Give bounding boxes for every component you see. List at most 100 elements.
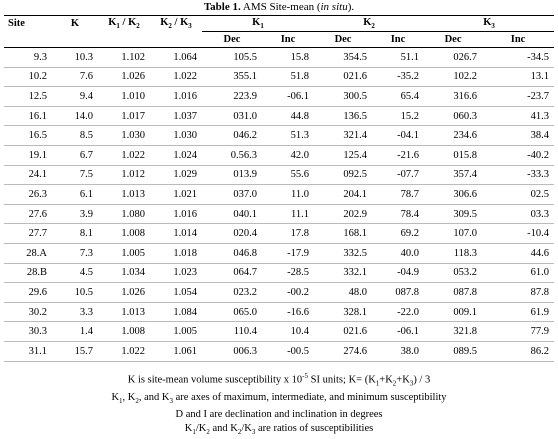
table-cell: 29.6 <box>4 282 52 303</box>
table-cell: 1.013 <box>98 184 150 205</box>
text-segment: 3 <box>491 22 495 31</box>
table-cell: 51.3 <box>262 125 315 146</box>
text-segment: K <box>363 16 372 28</box>
title-label: Table 1. <box>203 1 241 13</box>
text-segment: , K <box>122 391 136 403</box>
table-cell: 1.008 <box>98 223 150 244</box>
table-cell: 1.021 <box>150 184 202 205</box>
table-cell: 357.4 <box>424 165 483 186</box>
footnote-line: K is site-mean volume susceptibility x 1… <box>0 369 558 391</box>
table-cell: -33.3 <box>482 165 555 186</box>
table-cell: 9.3 <box>4 47 52 68</box>
table-cell: -35.2 <box>372 67 425 88</box>
table-cell: -10.4 <box>482 223 555 244</box>
table-cell: 013.9 <box>202 165 262 186</box>
table-cell: -23.7 <box>482 86 555 107</box>
data-table: Site K K1 / K2 K2 / K3 K1 K2 K3 Dec Inc De… <box>4 15 555 362</box>
table-cell: 17.8 <box>262 223 315 244</box>
table-cell: -04.9 <box>372 263 425 284</box>
table-cell: 332.1 <box>314 263 373 284</box>
text-segment: 1 <box>260 22 264 31</box>
text-segment: 1 <box>119 396 123 405</box>
table-cell: -17.9 <box>262 243 315 264</box>
text-segment: 3 <box>169 396 174 405</box>
table-row: 31.1 15.7 1.022 1.061 006.3 -00.5 274.6 38.0 089… <box>4 341 555 362</box>
text-segment: are ratios of susceptibilities <box>255 422 374 434</box>
text-segment: 1 <box>375 379 380 388</box>
table-cell: 16.1 <box>4 106 52 127</box>
table-cell: 40.0 <box>372 243 425 264</box>
table-cell: 12.5 <box>4 86 52 107</box>
table-cell: 13.1 <box>482 67 555 88</box>
table-cell: 1.024 <box>150 145 202 166</box>
header-cell: K1 / K2 <box>98 15 150 32</box>
text-segment: 2 <box>135 396 139 405</box>
title-text: AMS Site-mean ( <box>240 1 321 13</box>
table-cell: 309.5 <box>424 204 483 225</box>
footnote-line: D and I are declination and inclination … <box>0 408 558 422</box>
table-cell: 321.8 <box>424 321 483 342</box>
table-cell: 30.2 <box>4 302 52 323</box>
table-cell: 026.7 <box>424 47 483 68</box>
table-cell: 61.9 <box>482 302 555 323</box>
table-row: 16.5 8.5 1.030 1.030 046.2 51.3 321.4 -04.1 234.… <box>4 125 555 146</box>
table-cell: 321.4 <box>314 125 373 146</box>
table-cell: 44.8 <box>262 106 315 127</box>
text-segment: 2 <box>392 379 397 388</box>
text-segment: K <box>160 17 169 29</box>
text-segment: 3 <box>409 379 414 388</box>
table-cell: 24.1 <box>4 165 52 186</box>
subheader-cell: Dec <box>314 31 373 48</box>
table-cell: 064.7 <box>202 263 262 284</box>
table-cell: 03.3 <box>482 204 555 225</box>
table-cell: 204.1 <box>314 184 373 205</box>
table-cell: 1.054 <box>150 282 202 303</box>
table-cell: 16.5 <box>4 125 52 146</box>
table-cell: 69.2 <box>372 223 425 244</box>
table-cell: 1.064 <box>150 47 202 68</box>
text-segment: are axes of maximum, intermediate, and m… <box>173 391 447 403</box>
table-cell: 087.8 <box>424 282 483 303</box>
table-cell: -04.1 <box>372 125 425 146</box>
table-cell: 328.1 <box>314 302 373 323</box>
table-cell: 009.1 <box>424 302 483 323</box>
table-row: 30.2 3.3 1.013 1.084 065.0 -16.6 328.1 -22.0 009… <box>4 302 555 323</box>
table-row: 28.B 4.5 1.034 1.023 064.7 -28.5 332.1 -04.9 053… <box>4 263 555 284</box>
table-row: 16.1 14.0 1.017 1.037 031.0 44.8 136.5 15.2 060.… <box>4 106 555 127</box>
table-cell: 110.4 <box>202 321 262 342</box>
table-cell: 6.7 <box>52 145 98 166</box>
table-cell: 354.5 <box>314 47 373 68</box>
table-cell: 274.6 <box>314 341 373 362</box>
text-segment: K <box>252 16 261 28</box>
text-segment: 1 <box>116 22 120 31</box>
table-cell: 087.8 <box>372 282 425 303</box>
table-cell: 7.6 <box>52 67 98 88</box>
table-cell: 1.022 <box>150 67 202 88</box>
table-cell: 060.3 <box>424 106 483 127</box>
table-cell: 006.3 <box>202 341 262 362</box>
table-cell: 1.013 <box>98 302 150 323</box>
table-cell: 1.030 <box>98 125 150 146</box>
table-cell: 77.9 <box>482 321 555 342</box>
table-cell: 3.9 <box>52 204 98 225</box>
table-cell: 037.0 <box>202 184 262 205</box>
header-cell: K3 <box>424 15 555 32</box>
header-cell: K2 / K3 <box>150 15 202 32</box>
table-cell: 136.5 <box>314 106 373 127</box>
footnote-line: K1, K2, and K3 are axes of maximum, inte… <box>0 391 558 408</box>
text-segment: /K <box>195 422 207 434</box>
table-cell: 87.8 <box>482 282 555 303</box>
table-cell: 234.6 <box>424 125 483 146</box>
subheader-cell: Inc <box>262 31 315 48</box>
table-cell: 51.8 <box>262 67 315 88</box>
table-cell: 1.026 <box>98 282 150 303</box>
table-cell: 1.030 <box>150 125 202 146</box>
text-segment: +K <box>379 374 393 386</box>
table-cell: 053.2 <box>424 263 483 284</box>
text-segment: +K <box>396 374 410 386</box>
table-row: 27.7 8.1 1.008 1.014 020.4 17.8 168.1 69.2 107.0… <box>4 223 555 244</box>
table-row: 27.6 3.9 1.080 1.016 040.1 11.1 202.9 78.4 309.5… <box>4 204 555 225</box>
table-row: 30.3 1.4 1.008 1.005 110.4 10.4 021.6 -06.1 321.… <box>4 321 555 342</box>
text-segment: and K <box>209 422 238 434</box>
table-row: 12.5 9.4 1.010 1.016 223.9 -06.1 300.5 65.4 316.… <box>4 86 555 107</box>
